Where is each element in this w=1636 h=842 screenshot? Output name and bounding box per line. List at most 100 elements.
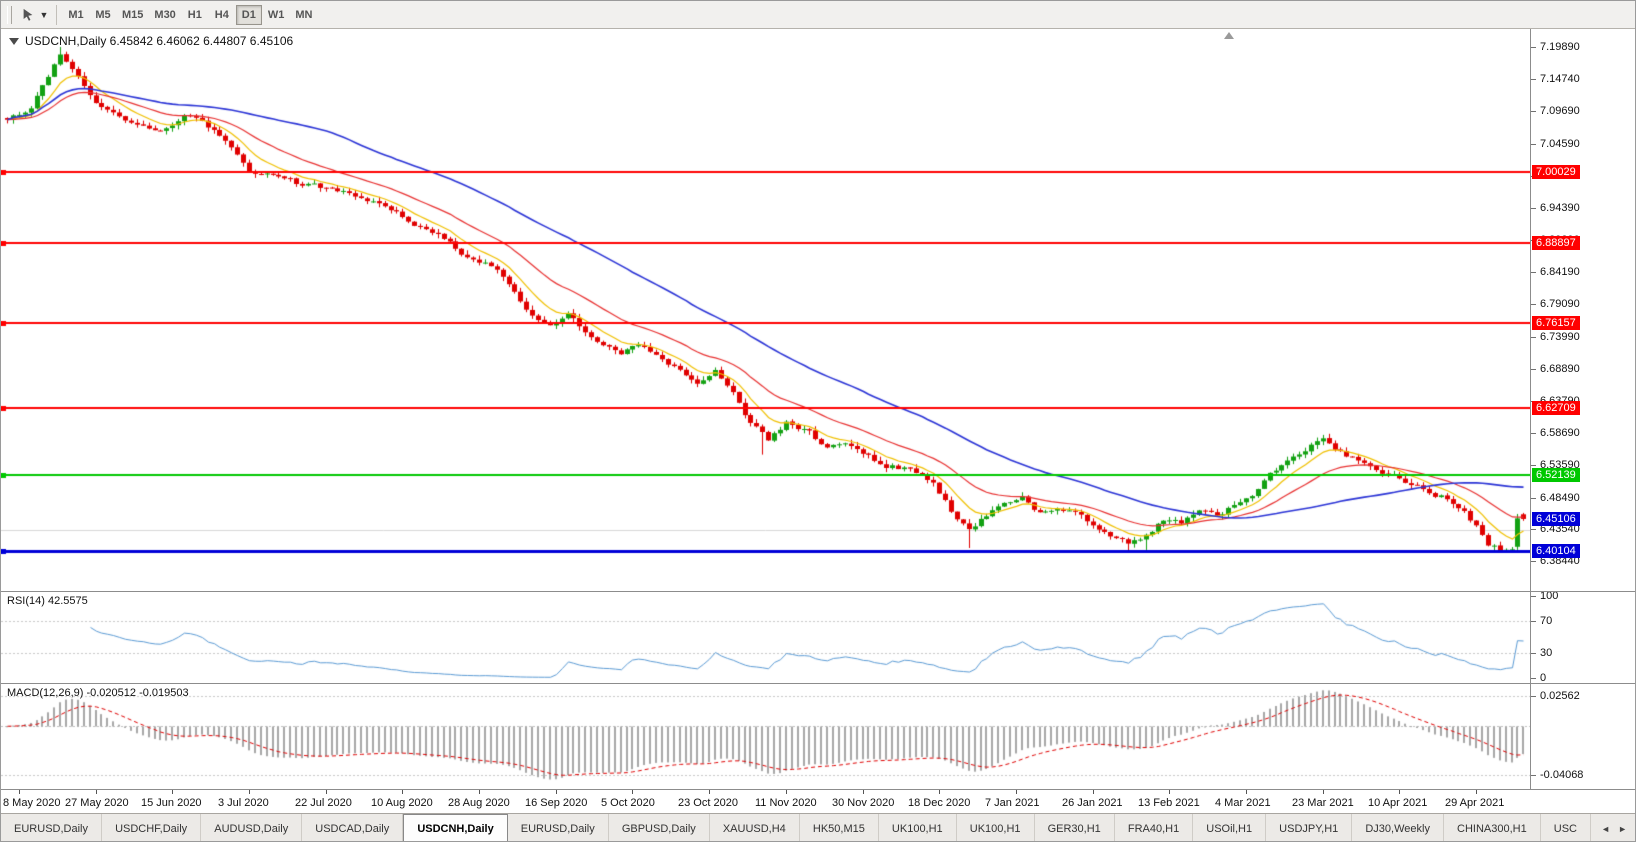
time-axis-tick: [1476, 790, 1477, 794]
one-click-trading-toggle[interactable]: [9, 37, 19, 45]
tabs-scroll-left-button[interactable]: ◄: [1601, 823, 1611, 834]
chart-tab-17-usc[interactable]: USC: [1541, 814, 1591, 841]
price-level-tag: 6.62709: [1532, 401, 1580, 415]
rsi-tick-label: 0: [1540, 672, 1547, 683]
current-price-tag: 6.45106: [1532, 512, 1580, 526]
dropdown-caret-icon[interactable]: ▼: [39, 9, 49, 20]
scale-tick-mark: [1531, 677, 1536, 679]
chart-tab-7-xauusd-h4[interactable]: XAUUSD,H4: [710, 814, 800, 841]
time-axis-label: 18 Dec 2020: [908, 797, 971, 809]
time-axis-tick: [939, 790, 940, 794]
chart-tab-15-dj30-weekly[interactable]: DJ30,Weekly: [1352, 814, 1444, 841]
time-axis-tick: [556, 790, 557, 794]
timeframe-button-w1[interactable]: W1: [267, 8, 285, 21]
time-axis-tick: [172, 790, 173, 794]
chart-tab-9-uk100-h1[interactable]: UK100,H1: [879, 814, 957, 841]
chart-tab-12-fra40-h1[interactable]: FRA40,H1: [1115, 814, 1194, 841]
time-axis-label: 11 Nov 2020: [755, 797, 817, 809]
chart-tab-8-hk50-m15[interactable]: HK50,M15: [800, 814, 879, 841]
time-axis-tick: [863, 790, 864, 794]
candlestick-chart[interactable]: [1, 29, 1530, 591]
macd-indicator-chart[interactable]: [1, 684, 1530, 789]
chart-tab-0-eurusd-daily[interactable]: EURUSD,Daily: [1, 814, 103, 841]
timeframe-button-h4[interactable]: H4: [214, 8, 229, 21]
price-tick-label: 6.84190: [1540, 266, 1580, 278]
rsi-tick-label: 100: [1540, 592, 1559, 602]
scale-tick-mark: [1531, 560, 1536, 562]
time-axis[interactable]: 8 May 2020 27 May 2020 15 Jun 2020 3 Jul 20…: [1, 789, 1635, 813]
scale-tick-mark: [1531, 774, 1536, 776]
price-level-tag: 6.40104: [1532, 544, 1580, 558]
timeframe-button-m1[interactable]: M1: [68, 8, 84, 21]
timeframe-button-m5[interactable]: M5: [95, 8, 111, 21]
scale-tick-mark: [1531, 497, 1536, 499]
time-axis-label: 28 Aug 2020: [448, 797, 510, 809]
chart-tab-11-ger30-h1[interactable]: GER30,H1: [1035, 814, 1115, 841]
scale-tick-mark: [1531, 620, 1536, 622]
scale-tick-mark: [1531, 368, 1536, 370]
timeframe-button-mn[interactable]: MN: [295, 8, 313, 21]
chart-tool-icon[interactable]: [18, 5, 38, 25]
timeframe-button-m30[interactable]: M30: [154, 8, 176, 21]
price-tick-label: 6.58690: [1540, 427, 1580, 439]
chart-tabs-bar: EURUSD,Daily USDCHF,Daily AUDUSD,Daily USDC…: [1, 813, 1635, 841]
chart-tab-5-eurusd-daily[interactable]: EURUSD,Daily: [508, 814, 609, 841]
time-axis-tick: [402, 790, 403, 794]
scale-tick-mark: [1531, 464, 1536, 466]
price-tick-label: 7.09690: [1540, 105, 1580, 117]
chart-tab-16-china300-h1[interactable]: CHINA300,H1: [1444, 814, 1541, 841]
time-axis-tick: [1016, 790, 1017, 794]
timeframe-buttons-group: M1 M5 M15 M30 H1 H4 D1 W1 MN: [63, 4, 317, 25]
scale-tick-mark: [1531, 528, 1536, 530]
timeframe-button-h1[interactable]: H1: [187, 8, 202, 21]
price-level-tag: 6.52139: [1532, 468, 1580, 482]
chart-tab-10-uk100-h1[interactable]: UK100,H1: [957, 814, 1035, 841]
chart-tab-14-usdjpy-h1[interactable]: USDJPY,H1: [1266, 814, 1353, 841]
rsi-indicator-label: RSI(14) 42.5575: [7, 595, 88, 607]
macd-tick-label: -0.04068: [1540, 769, 1584, 781]
price-tick-label: 7.04590: [1540, 138, 1580, 150]
rsi-indicator-chart[interactable]: [1, 592, 1530, 683]
timeframe-toolbar: ▼ M1 M5 M15 M30 H1 H4 D1 W1 MN: [1, 1, 1635, 29]
time-axis-label: 27 May 2020: [65, 797, 129, 809]
chart-tab-6-gbpusd-daily[interactable]: GBPUSD,Daily: [609, 814, 710, 841]
chart-tab-4-usdcnh-daily[interactable]: USDCNH,Daily: [403, 814, 508, 841]
pane-separator-rsi[interactable]: [1, 591, 1635, 592]
scale-tick-mark: [1531, 78, 1536, 80]
time-axis-label: 26 Jan 2021: [1062, 797, 1123, 809]
timeframe-button-m15[interactable]: M15: [122, 8, 144, 21]
chart-title: USDCNH,Daily 6.45842 6.46062 6.44807 6.4…: [9, 34, 293, 48]
price-tick-label: 6.68890: [1540, 363, 1580, 375]
pane-separator-macd[interactable]: [1, 683, 1635, 684]
time-axis-tick: [632, 790, 633, 794]
timeframe-button-d1[interactable]: D1: [235, 4, 262, 25]
macd-indicator-label: MACD(12,26,9) -0.020512 -0.019503: [7, 687, 189, 699]
time-axis-tick: [1169, 790, 1170, 794]
chart-tab-3-usdcad-daily[interactable]: USDCAD,Daily: [302, 814, 404, 841]
time-axis-label: 23 Oct 2020: [678, 797, 738, 809]
scale-tick-mark: [1531, 432, 1536, 434]
price-level-tag: 6.88897: [1532, 236, 1580, 250]
tabs-scroll-right-button[interactable]: ►: [1618, 823, 1627, 834]
scale-tick-mark: [1531, 143, 1536, 145]
price-tick-label: 6.73990: [1540, 331, 1580, 343]
rsi-scale[interactable]: 100 70 30 0: [1530, 592, 1635, 683]
scale-tick-mark: [1531, 303, 1536, 305]
chart-tab-13-usoil-h1[interactable]: USOil,H1: [1193, 814, 1267, 841]
toolbar-grip[interactable]: [7, 5, 12, 24]
time-axis-label: 16 Sep 2020: [525, 797, 588, 809]
macd-scale[interactable]: 0.02562 -0.04068: [1530, 684, 1635, 789]
time-axis-label: 4 Mar 2021: [1215, 797, 1271, 809]
price-scale[interactable]: 7.198907.147407.096907.045906.994906.943…: [1530, 29, 1635, 591]
chart-tabs: EURUSD,Daily USDCHF,Daily AUDUSD,Daily USDC…: [1, 814, 1591, 841]
tabs-navigation: ◄ ►: [1590, 814, 1635, 841]
chart-tab-2-audusd-daily[interactable]: AUDUSD,Daily: [201, 814, 303, 841]
time-axis-label: 22 Jul 2020: [295, 797, 352, 809]
time-axis-label: 8 May 2020: [3, 797, 61, 809]
chart-tab-1-usdchf-daily[interactable]: USDCHF,Daily: [102, 814, 202, 841]
time-axis-tick: [1399, 790, 1400, 794]
toolbar-separator: [56, 4, 57, 25]
scale-tick-mark: [1531, 652, 1536, 654]
time-axis-label: 3 Jul 2020: [218, 797, 269, 809]
